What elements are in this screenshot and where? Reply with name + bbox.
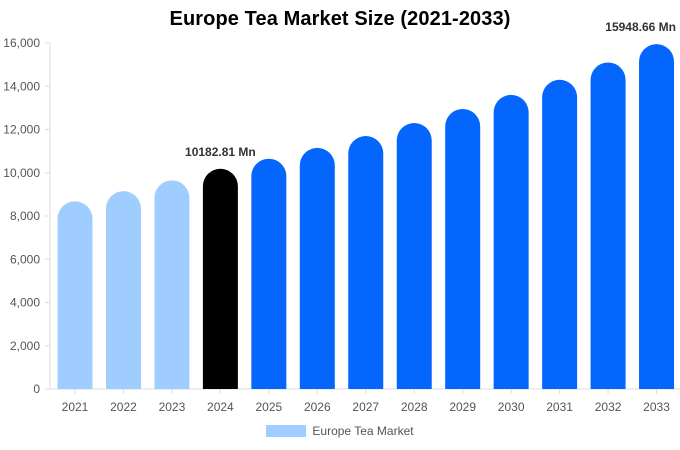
y-tick-labels: 0 2,000 4,000 6,000 8,000 10,000 12,000 14,000 1… xyxy=(3,36,50,396)
bar-2024[interactable] xyxy=(202,168,238,389)
y-tick-label: 8,000 xyxy=(10,209,40,223)
chart-title: Europe Tea Market Size (2021-2033) xyxy=(169,8,511,30)
bar-2029[interactable] xyxy=(445,108,481,389)
x-tick-labels: 2021 2022 2023 2024 2025 2026 2027 2028 2029 2030… xyxy=(62,389,670,414)
y-tick-label: 2,000 xyxy=(10,339,40,353)
y-tick-label: 4,000 xyxy=(10,296,40,310)
y-tick-label: 14,000 xyxy=(3,79,40,93)
bar-2027[interactable] xyxy=(348,135,384,389)
x-tick-label: 2029 xyxy=(449,400,476,414)
x-tick-label: 2033 xyxy=(643,400,670,414)
bar-2031[interactable] xyxy=(542,79,578,389)
bar-2033[interactable] xyxy=(639,44,675,389)
data-label: 10182.81 Mn xyxy=(185,145,256,159)
bar-2026[interactable] xyxy=(299,147,335,389)
x-tick-label: 2021 xyxy=(62,400,89,414)
bar-2030[interactable] xyxy=(493,94,529,389)
bar-2023[interactable] xyxy=(154,180,190,389)
data-label: 15948.66 Mn xyxy=(605,20,676,34)
data-labels: 10182.81 Mn 15948.66 Mn xyxy=(185,20,676,159)
x-tick-label: 2030 xyxy=(498,400,525,414)
bar-2032[interactable] xyxy=(590,62,626,390)
bar-2025[interactable] xyxy=(251,158,287,389)
y-tick-label: 0 xyxy=(33,382,40,396)
y-tick-label: 16,000 xyxy=(3,36,40,50)
y-tick-label: 6,000 xyxy=(10,252,40,266)
bar-2021[interactable] xyxy=(57,201,93,389)
x-tick-label: 2022 xyxy=(110,400,137,414)
x-tick-label: 2027 xyxy=(352,400,379,414)
y-tick-label: 10,000 xyxy=(3,166,40,180)
legend-label: Europe Tea Market xyxy=(312,424,414,438)
bar-2028[interactable] xyxy=(396,123,432,389)
x-tick-label: 2025 xyxy=(255,400,282,414)
bars xyxy=(57,44,675,390)
x-tick-label: 2032 xyxy=(595,400,622,414)
x-tick-label: 2026 xyxy=(304,400,331,414)
x-tick-label: 2028 xyxy=(401,400,428,414)
y-tick-label: 12,000 xyxy=(3,123,40,137)
x-tick-label: 2023 xyxy=(159,400,186,414)
x-tick-label: 2031 xyxy=(546,400,573,414)
legend[interactable]: Europe Tea Market xyxy=(0,424,680,438)
bar-2022[interactable] xyxy=(105,191,141,389)
legend-swatch xyxy=(266,425,307,437)
x-tick-label: 2024 xyxy=(207,400,234,414)
